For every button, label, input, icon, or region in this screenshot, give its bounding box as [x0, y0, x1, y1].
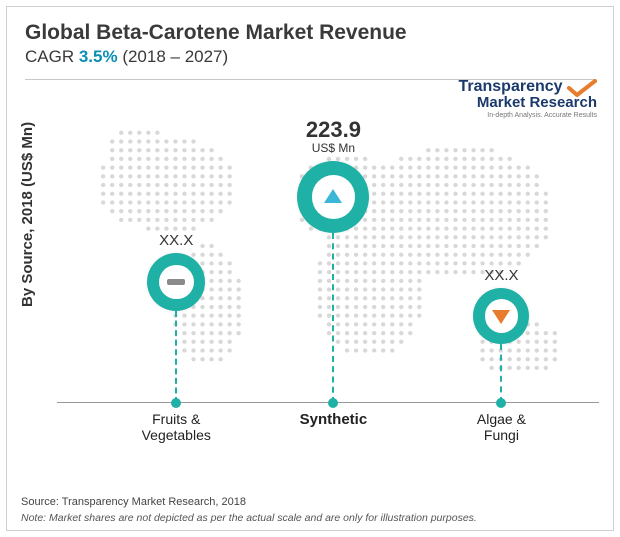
- subtitle: CAGR 3.5% (2018 – 2027): [25, 47, 595, 67]
- category-label-synthetic: Synthetic: [300, 411, 368, 428]
- stem-algae-fungi: [500, 344, 502, 403]
- infographic-card: Global Beta-Carotene Market Revenue CAGR…: [6, 6, 614, 531]
- trend-down-icon: [492, 310, 510, 324]
- datapoint-algae-fungi: XX.X: [473, 267, 529, 344]
- note-text: Note: Market shares are not depicted as …: [21, 512, 599, 524]
- source-text: Source: Transparency Market Research, 20…: [21, 496, 599, 508]
- trend-neutral-icon: [167, 279, 185, 285]
- marker-inner: [485, 299, 519, 333]
- page-title: Global Beta-Carotene Market Revenue: [25, 21, 595, 45]
- y-axis-label: By Source, 2018 (US$ Mn): [19, 122, 36, 307]
- category-label-fruits-vegetables: Fruits &Vegetables: [142, 411, 211, 443]
- marker: [147, 253, 205, 311]
- value-unit: US$ Mn: [297, 141, 369, 155]
- baseline-dot-algae-fungi: [496, 398, 506, 408]
- baseline-dot-synthetic: [328, 398, 338, 408]
- value-label: 223.9: [297, 117, 369, 143]
- datapoint-fruits-vegetables: XX.X: [147, 232, 205, 311]
- trend-up-icon: [324, 189, 342, 203]
- subtitle-prefix: CAGR: [25, 47, 79, 66]
- footer: Source: Transparency Market Research, 20…: [21, 496, 599, 524]
- marker: [297, 161, 369, 233]
- logo-line1: Transparency: [458, 79, 562, 95]
- stem-fruits-vegetables: [175, 311, 177, 403]
- marker-ring: [473, 288, 529, 344]
- category-label-algae-fungi: Algae &Fungi: [477, 411, 526, 443]
- cagr-value: 3.5%: [79, 47, 118, 66]
- baseline-dot-fruits-vegetables: [171, 398, 181, 408]
- marker-inner: [312, 175, 355, 218]
- value-label: XX.X: [473, 267, 529, 284]
- marker-inner: [159, 265, 194, 300]
- chart-area: XX.X 223.9US$ Mn XX.X Fruits &Vegetables Sy…: [57, 97, 599, 455]
- subtitle-period: (2018 – 2027): [118, 47, 229, 66]
- marker-ring: [297, 161, 369, 233]
- datapoint-synthetic: 223.9US$ Mn: [297, 117, 369, 233]
- header: Global Beta-Carotene Market Revenue CAGR…: [7, 7, 613, 73]
- marker-ring: [147, 253, 205, 311]
- stem-synthetic: [332, 233, 334, 403]
- marker: [473, 288, 529, 344]
- value-label: XX.X: [147, 232, 205, 249]
